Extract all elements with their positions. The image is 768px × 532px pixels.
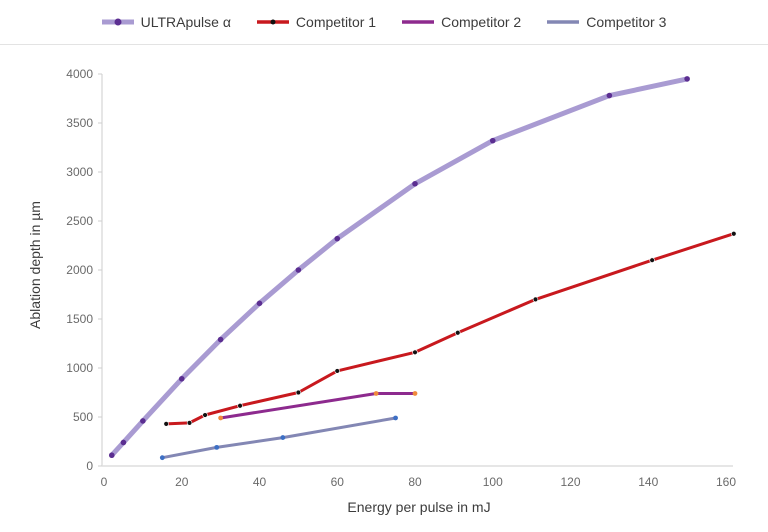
series-2 bbox=[218, 391, 418, 421]
data-point[interactable] bbox=[412, 391, 418, 396]
legend-label: Competitor 3 bbox=[586, 14, 667, 30]
y-tick-label: 3000 bbox=[66, 165, 93, 179]
data-point[interactable] bbox=[202, 412, 208, 418]
series-3 bbox=[159, 415, 398, 461]
x-tick-label: 80 bbox=[408, 475, 422, 489]
legend-line-icon bbox=[547, 20, 580, 24]
data-point[interactable] bbox=[295, 389, 302, 396]
legend-line-marker-icon bbox=[101, 18, 134, 26]
legend-item-ultrapulse[interactable]: ULTRApulse α bbox=[101, 14, 231, 30]
x-tick-label: 60 bbox=[331, 475, 345, 489]
x-axis-title: Energy per pulse in mJ bbox=[347, 499, 490, 515]
legend-line-marker-icon bbox=[256, 19, 289, 25]
x-tick-label: 100 bbox=[483, 475, 503, 489]
legend-label: Competitor 1 bbox=[295, 14, 377, 30]
data-point[interactable] bbox=[295, 267, 302, 273]
data-point[interactable] bbox=[649, 257, 655, 263]
data-point[interactable] bbox=[334, 235, 341, 242]
data-point[interactable] bbox=[731, 231, 737, 237]
series-line bbox=[160, 416, 398, 460]
x-tick-label: 140 bbox=[638, 475, 658, 489]
data-point[interactable] bbox=[412, 180, 418, 187]
chart-series bbox=[108, 76, 737, 461]
y-tick-label: 0 bbox=[86, 459, 93, 473]
data-point[interactable] bbox=[159, 455, 165, 461]
y-tick-label: 500 bbox=[73, 410, 93, 424]
legend-item-competitor-1[interactable]: Competitor 1 bbox=[256, 14, 377, 30]
data-point[interactable] bbox=[217, 336, 224, 343]
series-line bbox=[109, 76, 690, 458]
data-point[interactable] bbox=[256, 300, 263, 307]
legend-label: Competitor 2 bbox=[441, 14, 522, 30]
chart-axes: 0 500 1000 1500 2000 2500 3000 3500 4000 0 20 40 60 8… bbox=[66, 67, 736, 489]
data-point[interactable] bbox=[140, 418, 146, 424]
x-tick-label: 40 bbox=[253, 475, 267, 489]
x-tick-label: 120 bbox=[560, 475, 580, 489]
legend-label: ULTRApulse α bbox=[140, 14, 231, 30]
data-point[interactable] bbox=[163, 421, 169, 427]
legend-item-competitor-2[interactable]: Competitor 2 bbox=[402, 14, 521, 30]
y-tick-label: 3500 bbox=[66, 116, 93, 130]
series-line bbox=[219, 392, 417, 420]
y-tick-label: 2500 bbox=[66, 214, 93, 228]
data-point[interactable] bbox=[186, 420, 193, 426]
data-point[interactable] bbox=[412, 349, 418, 356]
data-point[interactable] bbox=[218, 415, 224, 421]
data-point[interactable] bbox=[489, 137, 496, 144]
y-axis-title: Ablation depth in µm bbox=[27, 201, 43, 329]
y-tick-label: 1500 bbox=[66, 312, 93, 326]
legend-line-icon bbox=[402, 20, 435, 24]
legend-item-competitor-3[interactable]: Competitor 3 bbox=[547, 14, 666, 30]
y-tick-label: 4000 bbox=[66, 67, 93, 81]
x-tick-label: 20 bbox=[175, 475, 189, 489]
x-tick-label: 0 bbox=[101, 475, 108, 489]
series-0 bbox=[108, 76, 690, 459]
data-point[interactable] bbox=[393, 415, 398, 421]
data-point[interactable] bbox=[237, 403, 243, 409]
data-point[interactable] bbox=[108, 452, 115, 459]
data-point[interactable] bbox=[334, 368, 340, 374]
series-line bbox=[164, 232, 736, 426]
chart-legend: ULTRApulse α Competitor 1 Competitor 2 C… bbox=[0, 0, 768, 45]
data-point[interactable] bbox=[455, 330, 461, 336]
data-point[interactable] bbox=[532, 296, 539, 303]
series-1 bbox=[163, 231, 737, 427]
y-tick-label: 1000 bbox=[66, 361, 93, 375]
data-point[interactable] bbox=[684, 76, 690, 82]
data-point[interactable] bbox=[120, 439, 127, 446]
legend-marker-0 bbox=[114, 18, 122, 26]
data-point[interactable] bbox=[280, 435, 286, 440]
x-tick-label: 160 bbox=[716, 475, 736, 489]
data-point[interactable] bbox=[178, 375, 185, 382]
y-tick-label: 2000 bbox=[66, 263, 93, 277]
data-point[interactable] bbox=[214, 444, 220, 450]
data-point[interactable] bbox=[373, 391, 379, 396]
legend-marker-1 bbox=[270, 19, 276, 25]
data-point[interactable] bbox=[606, 92, 613, 99]
